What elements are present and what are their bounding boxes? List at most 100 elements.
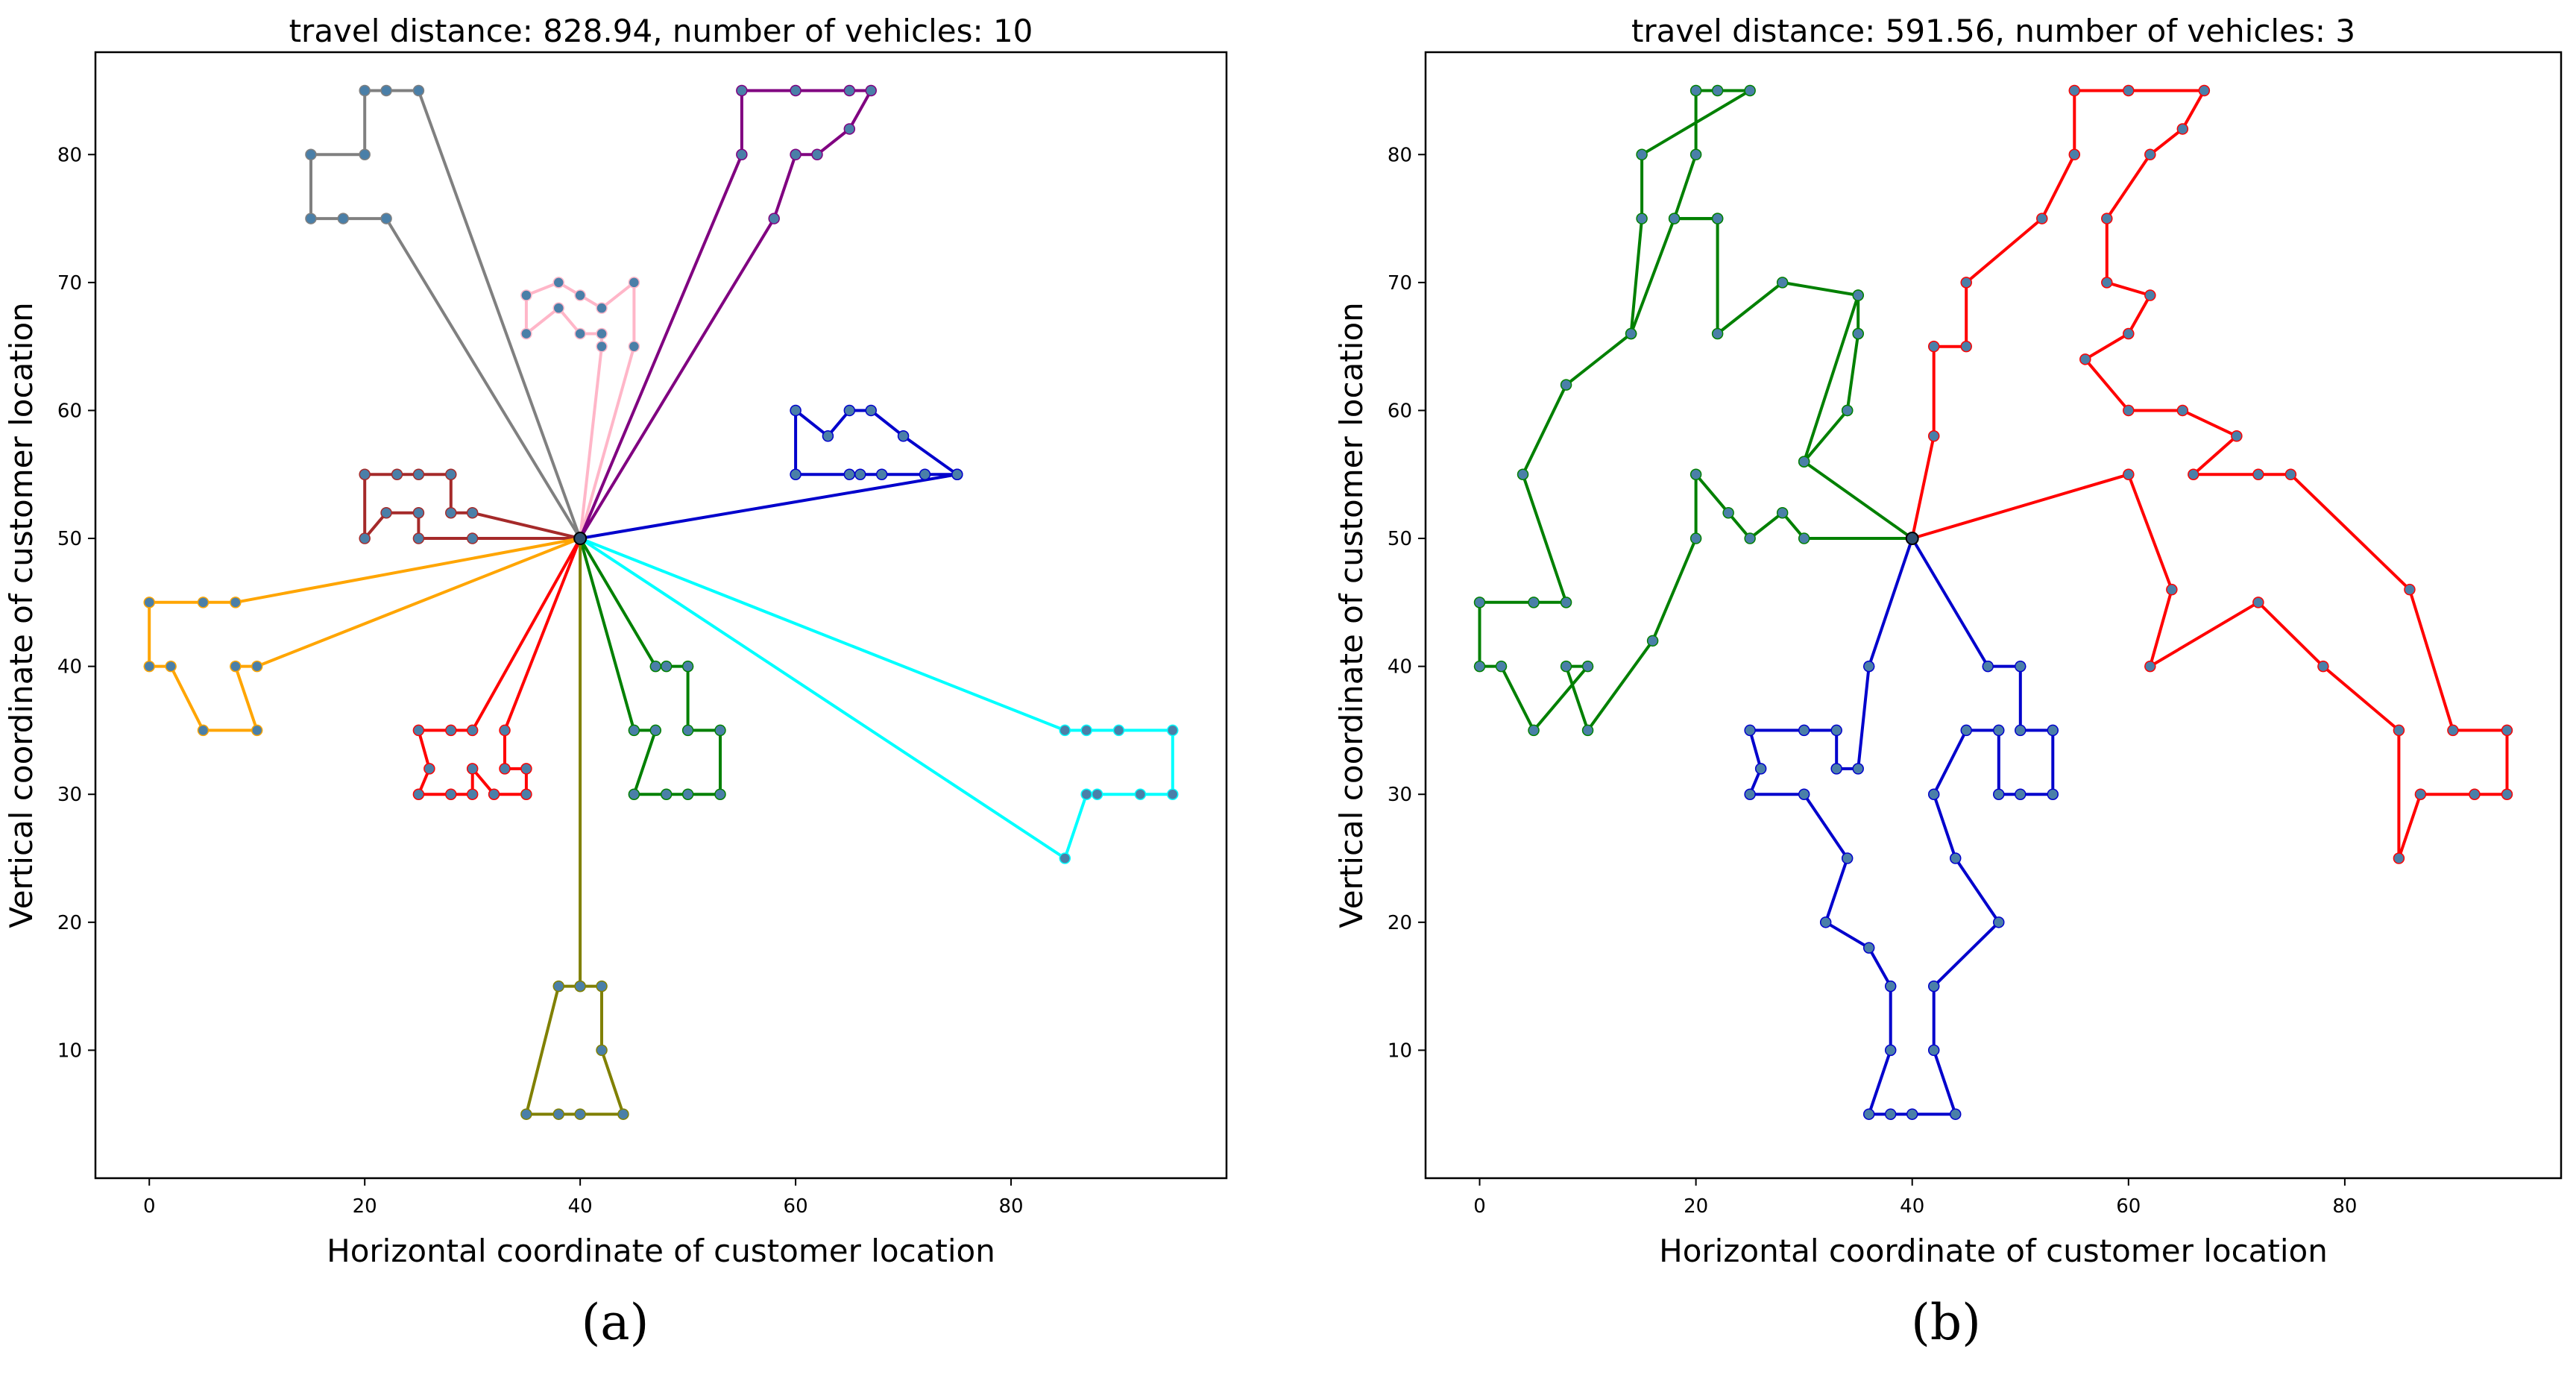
customer-point <box>1112 724 1125 737</box>
customer-point <box>681 660 694 673</box>
customer-point <box>875 468 888 480</box>
customer-point <box>2393 724 2405 737</box>
customer-point <box>574 289 586 301</box>
customer-point <box>2036 213 2048 224</box>
customer-point <box>2231 430 2243 442</box>
customer-point <box>628 340 640 353</box>
customer-point <box>574 327 586 340</box>
customer-point <box>2284 468 2297 480</box>
x-tick-label: 40 <box>1900 1195 1924 1218</box>
customer-point <box>2123 468 2135 480</box>
customer-point <box>412 506 425 519</box>
customer-point <box>1080 724 1092 737</box>
customer-point <box>1949 852 1962 864</box>
y-tick-label: 50 <box>1388 528 1412 550</box>
customer-point <box>1711 84 1724 97</box>
customer-point <box>445 788 457 800</box>
customer-point <box>2101 277 2113 289</box>
customer-point <box>2404 583 2416 596</box>
customer-point <box>1134 788 1147 800</box>
customer-point <box>305 148 317 161</box>
customer-point <box>1927 1044 1940 1057</box>
customer-point <box>1960 277 1972 289</box>
customer-point <box>1059 852 1071 864</box>
customer-point <box>2068 148 2081 161</box>
customer-point <box>2414 788 2427 800</box>
customer-point <box>1560 597 1572 608</box>
customer-point <box>1993 916 2005 928</box>
customer-point <box>1744 788 1756 800</box>
customer-point <box>1776 277 1789 289</box>
y-tick-label: 30 <box>1388 784 1412 806</box>
customer-point <box>2501 788 2513 800</box>
customer-point <box>1625 327 1637 340</box>
customer-point <box>1495 660 1508 673</box>
customer-point <box>596 327 608 340</box>
customer-point <box>197 724 210 737</box>
customer-point <box>736 148 748 161</box>
customer-point <box>466 506 479 519</box>
customer-point <box>736 84 748 97</box>
customer-point <box>445 468 457 480</box>
customer-point <box>660 660 673 673</box>
route-1-line <box>309 89 582 540</box>
customer-point <box>520 289 532 301</box>
customer-point <box>380 213 392 224</box>
customer-point <box>1841 852 1854 864</box>
x-tick-label: 60 <box>2116 1195 2141 1218</box>
customer-point <box>1473 660 1486 673</box>
depot-point <box>573 532 588 546</box>
customer-point <box>865 84 877 97</box>
customer-point <box>2501 724 2513 737</box>
customer-point <box>552 980 564 993</box>
x-tick-label: 20 <box>1684 1195 1708 1218</box>
customer-point <box>337 213 350 224</box>
customer-point <box>596 340 608 353</box>
route-7-line <box>417 538 582 796</box>
customer-point <box>1960 724 1972 737</box>
customer-point <box>520 1108 532 1120</box>
route-9-line <box>579 537 1174 860</box>
customer-point <box>1862 1108 1875 1120</box>
customer-point <box>1927 980 1940 993</box>
x-tick-label: 0 <box>1473 1195 1486 1218</box>
x-tick-label: 80 <box>999 1195 1024 1218</box>
y-axis-label: Vertical coordinate of customer location <box>1333 302 1370 928</box>
customer-point <box>1993 724 2005 737</box>
customer-point <box>1960 340 1972 353</box>
customer-point <box>822 430 834 442</box>
customer-point <box>1473 597 1486 608</box>
customer-point <box>843 404 856 417</box>
customer-point <box>359 468 371 480</box>
customer-point <box>843 468 856 480</box>
customer-point <box>1636 213 1648 224</box>
customer-point <box>2166 583 2178 596</box>
customer-point <box>251 724 263 737</box>
customer-point <box>1744 532 1756 544</box>
customer-point <box>1689 84 1702 97</box>
customer-point <box>649 660 662 673</box>
customer-point <box>596 302 608 314</box>
y-tick-label: 40 <box>1388 656 1412 679</box>
customer-point <box>2176 123 2189 135</box>
customer-point <box>2123 327 2135 340</box>
customer-point <box>1711 213 1724 224</box>
customer-point <box>412 788 425 800</box>
customer-point <box>919 468 931 480</box>
route-red-line <box>1910 89 2509 860</box>
x-tick-label: 40 <box>568 1195 593 1218</box>
route-2-line <box>524 280 636 539</box>
customer-point <box>520 788 532 800</box>
y-tick-label: 60 <box>57 400 82 422</box>
route-3-line <box>579 89 873 540</box>
customer-point <box>230 660 242 673</box>
customer-point <box>628 724 640 737</box>
customer-point <box>2068 84 2081 97</box>
customer-point <box>1927 788 1940 800</box>
customer-point <box>865 404 877 417</box>
y-tick-label: 50 <box>57 528 82 550</box>
x-tick-label: 0 <box>143 1195 156 1218</box>
x-axis-label: Horizontal coordinate of customer locati… <box>1659 1233 2328 1269</box>
customer-point <box>1906 1108 1918 1120</box>
customer-point <box>1862 942 1875 954</box>
